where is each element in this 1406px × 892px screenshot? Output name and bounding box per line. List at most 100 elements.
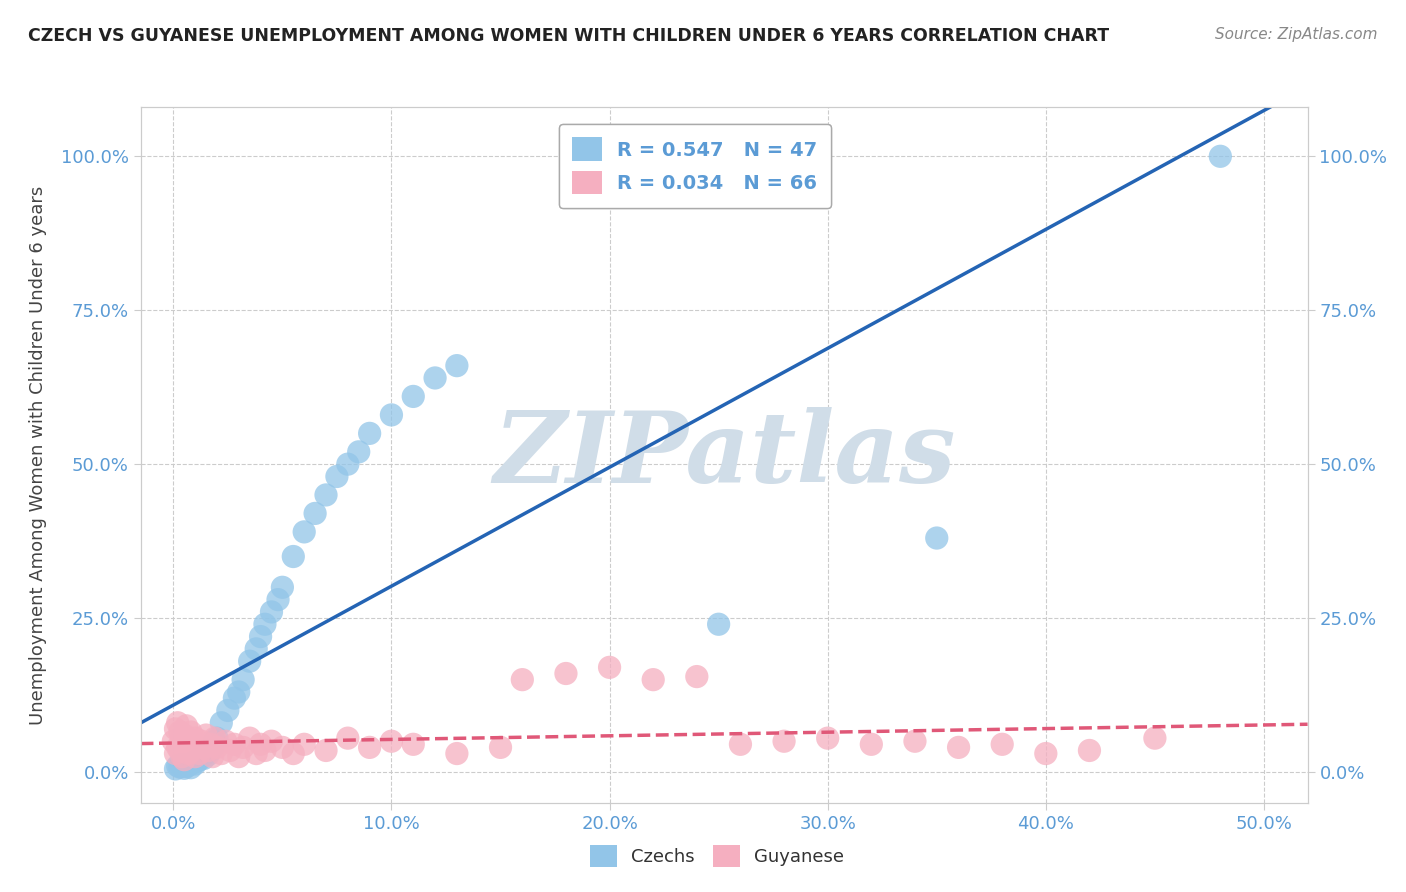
Point <box>773 734 796 748</box>
Point <box>166 715 188 730</box>
Point <box>173 761 195 775</box>
Point <box>188 753 211 767</box>
Point <box>176 737 198 751</box>
Point <box>184 757 207 772</box>
Point <box>170 731 193 746</box>
Point <box>260 734 283 748</box>
Point <box>423 371 446 385</box>
Point <box>686 669 709 683</box>
Point <box>292 737 315 751</box>
Point <box>359 740 381 755</box>
Point <box>217 703 239 717</box>
Point <box>239 731 262 746</box>
Point <box>166 740 188 755</box>
Point <box>555 666 578 681</box>
Point <box>245 641 267 656</box>
Point <box>239 654 262 668</box>
Point <box>180 725 202 739</box>
Point <box>446 747 468 761</box>
Point <box>817 731 839 746</box>
Point <box>165 722 187 736</box>
Point <box>1143 731 1166 746</box>
Point <box>643 673 665 687</box>
Point <box>326 469 349 483</box>
Point <box>249 737 271 751</box>
Point <box>359 426 381 441</box>
Point <box>197 743 219 757</box>
Point <box>195 728 218 742</box>
Point <box>200 743 222 757</box>
Point <box>599 660 621 674</box>
Y-axis label: Unemployment Among Women with Children Under 6 years: Unemployment Among Women with Children U… <box>30 186 46 724</box>
Point <box>193 751 215 765</box>
Point <box>186 754 208 768</box>
Point <box>380 408 402 422</box>
Point <box>201 749 224 764</box>
Point <box>173 753 195 767</box>
Point <box>925 531 948 545</box>
Text: CZECH VS GUYANESE UNEMPLOYMENT AMONG WOMEN WITH CHILDREN UNDER 6 YEARS CORRELATI: CZECH VS GUYANESE UNEMPLOYMENT AMONG WOM… <box>28 27 1109 45</box>
Point <box>904 734 927 748</box>
Point <box>991 737 1014 751</box>
Point <box>730 737 752 751</box>
Point <box>446 359 468 373</box>
Point <box>204 734 226 748</box>
Point <box>292 524 315 539</box>
Point <box>336 731 359 746</box>
Point <box>200 737 222 751</box>
Point <box>260 605 283 619</box>
Point <box>219 743 242 757</box>
Point <box>283 549 305 564</box>
Point <box>267 592 290 607</box>
Point <box>181 743 204 757</box>
Point <box>201 740 224 755</box>
Point <box>253 743 276 757</box>
Point <box>180 761 202 775</box>
Point <box>224 691 246 706</box>
Point <box>166 759 188 773</box>
Point <box>1078 743 1101 757</box>
Point <box>197 747 219 762</box>
Point <box>948 740 970 755</box>
Point <box>209 715 232 730</box>
Point <box>707 617 730 632</box>
Point <box>195 747 218 761</box>
Point <box>169 743 191 757</box>
Point <box>188 747 211 761</box>
Text: Source: ZipAtlas.com: Source: ZipAtlas.com <box>1215 27 1378 42</box>
Point <box>176 719 198 733</box>
Point <box>253 617 276 632</box>
Legend: R = 0.547   N = 47, R = 0.034   N = 66: R = 0.547 N = 47, R = 0.034 N = 66 <box>558 124 831 208</box>
Point <box>228 749 250 764</box>
Point <box>283 747 305 761</box>
Point <box>380 734 402 748</box>
Point <box>245 747 267 761</box>
Point <box>204 731 226 746</box>
Point <box>176 759 198 773</box>
Point <box>190 734 212 748</box>
Point <box>177 747 200 761</box>
Point <box>177 734 200 748</box>
Point <box>232 673 254 687</box>
Point <box>190 749 212 764</box>
Point <box>170 749 193 764</box>
Point <box>271 740 294 755</box>
Point <box>169 725 191 739</box>
Point <box>860 737 883 751</box>
Point <box>304 507 326 521</box>
Point <box>165 762 187 776</box>
Point <box>205 740 228 755</box>
Point <box>205 731 228 746</box>
Point <box>228 685 250 699</box>
Point <box>1209 149 1232 163</box>
Point <box>232 740 254 755</box>
Point <box>402 737 425 751</box>
Text: ZIPatlas: ZIPatlas <box>494 407 955 503</box>
Point <box>224 737 246 751</box>
Point <box>315 488 337 502</box>
Point <box>209 747 232 761</box>
Point <box>510 673 533 687</box>
Point <box>271 580 294 594</box>
Point <box>169 760 191 774</box>
Point <box>170 757 193 772</box>
